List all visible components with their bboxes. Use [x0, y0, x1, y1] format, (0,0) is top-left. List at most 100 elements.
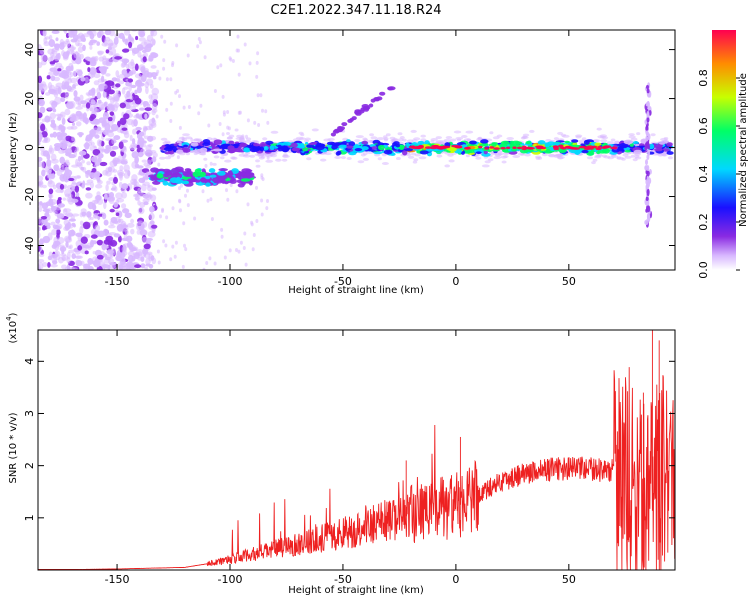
spectrogram-cell — [251, 247, 255, 252]
spectrogram-cell — [75, 255, 83, 260]
spectrogram-cell — [38, 258, 45, 263]
spectrogram-cell — [150, 175, 156, 181]
spectrogram-cell — [55, 188, 64, 193]
spectrogram-cell — [174, 240, 178, 245]
spectrogram-cell — [53, 166, 59, 171]
spectrogram-cell — [264, 109, 268, 114]
spectrogram-cell — [48, 198, 54, 205]
spectrogram-cell — [148, 212, 155, 221]
spectrogram-cell — [60, 97, 66, 103]
spectrogram-cell — [75, 106, 83, 110]
spectrogram-cell — [80, 76, 86, 82]
spectrogram-cell — [221, 94, 225, 99]
spectrogram-cell — [239, 142, 248, 147]
spectrogram-cell — [646, 111, 650, 118]
spectrogram-cell — [196, 148, 204, 153]
spectrogram-cell — [118, 141, 124, 149]
spectrogram-cell — [101, 212, 107, 220]
spectrogram-cell — [412, 160, 418, 164]
spectrogram-cell — [597, 150, 608, 154]
spectrogram-cell — [121, 69, 128, 76]
spectrogram-cell — [145, 144, 152, 152]
snr-marks — [38, 330, 675, 570]
spectrogram-cell — [493, 156, 502, 160]
spectrogram-cell — [96, 176, 101, 182]
spectrogram-cell — [282, 146, 289, 150]
spectrogram-cell — [53, 146, 58, 152]
spectrogram-cell — [109, 150, 117, 157]
spectrogram-cell — [218, 122, 222, 126]
spectrogram-cell — [475, 151, 482, 155]
spectrogram-cell — [62, 51, 69, 60]
spectrogram-cell — [105, 235, 114, 243]
spectrogram-cell — [236, 34, 240, 39]
spectrogram-ytick-label: 0 — [23, 144, 36, 151]
spectrogram-cell — [103, 193, 108, 200]
spectrogram-cell — [105, 49, 110, 54]
spectrogram-cell — [581, 137, 587, 141]
spectrogram-cell — [186, 203, 190, 208]
spectrogram-cell — [381, 162, 389, 165]
spectrogram-cell — [101, 121, 105, 128]
spectrogram-cell — [373, 97, 380, 101]
colorbar-tick-label: 0.2 — [697, 213, 710, 231]
spectrogram-cell — [66, 184, 75, 190]
spectrogram-frame — [37, 29, 676, 271]
spectrogram-cell — [603, 155, 611, 159]
spectrogram-cell — [202, 142, 211, 147]
spectrogram-cell — [134, 196, 140, 202]
spectrogram-cell — [68, 46, 75, 52]
spectrogram-cell — [466, 149, 475, 154]
spectrogram-cell — [380, 142, 390, 146]
spectrogram-cell — [501, 160, 507, 164]
snr-ytick-label: 1 — [23, 514, 36, 521]
spectrogram-cell — [41, 118, 47, 123]
spectrogram-cell — [187, 178, 194, 182]
spectrogram-cell — [220, 234, 224, 239]
snr-ytick-label: 2 — [23, 462, 36, 469]
spectrogram-cell — [645, 102, 649, 107]
spectrogram-cell — [57, 68, 62, 72]
spectrogram-cell — [225, 188, 228, 193]
spectrogram-cell — [38, 99, 45, 107]
spectrogram-cell — [125, 229, 129, 236]
spectrogram-cell — [611, 155, 619, 158]
spectrogram-cell — [65, 101, 74, 110]
spectrogram-cell — [131, 246, 139, 252]
spectrogram-cell — [216, 65, 220, 70]
spectrogram-cell — [135, 35, 139, 41]
spectrogram-cell — [59, 111, 66, 119]
spectrogram-cell — [463, 138, 472, 142]
spectrogram-cell — [149, 205, 155, 213]
spectrogram-cell — [175, 43, 179, 48]
spectrogram-cell — [255, 164, 261, 168]
spectrogram-cell — [235, 189, 239, 194]
spectrogram-cell — [103, 148, 110, 154]
spectrogram-cell — [379, 91, 386, 96]
spectrogram-cell — [464, 146, 471, 150]
spectrogram-cell — [228, 173, 233, 179]
spectrogram-cell — [650, 133, 656, 137]
spectrogram-cell — [441, 145, 447, 149]
spectrogram-cell — [145, 194, 152, 201]
spectrogram-cell — [47, 82, 53, 90]
colorbar-gradient — [712, 30, 736, 270]
spectrogram-cell — [162, 141, 169, 145]
spectrogram-cell — [658, 141, 666, 145]
spectrogram-cell — [178, 94, 181, 99]
spectrogram-cell — [395, 144, 401, 148]
spectrogram-cell — [123, 243, 130, 249]
spectrogram-cell — [60, 41, 67, 48]
spectrogram-cell — [162, 173, 170, 178]
spectrogram-cell — [148, 253, 154, 260]
spectrogram-cell — [111, 247, 116, 256]
spectrogram-cell — [181, 180, 190, 185]
spectrogram-cell — [623, 139, 634, 145]
spectrogram-cell — [262, 137, 268, 141]
spectrogram-cell — [564, 140, 570, 144]
spectrogram-cell — [484, 160, 491, 164]
spectrogram-cell — [51, 48, 55, 55]
spectrogram-cell — [265, 140, 274, 145]
spectrogram-cell — [75, 121, 82, 127]
spectrogram-cell — [52, 131, 58, 138]
